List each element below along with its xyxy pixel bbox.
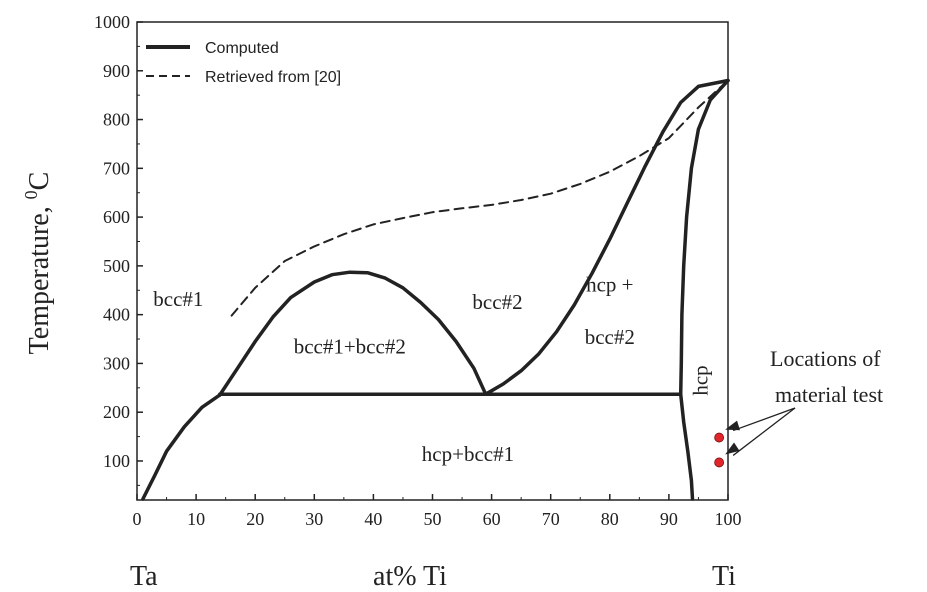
y-tick-label: 500 (103, 256, 130, 276)
x-tick-label: 70 (542, 509, 560, 529)
computed-curve (141, 393, 222, 501)
computed-curve (217, 270, 488, 397)
x-tick-label: 100 (715, 509, 742, 529)
x-tick-label: 20 (246, 509, 264, 529)
x-tick-label: 50 (424, 509, 442, 529)
x-tick-label: 0 (133, 509, 142, 529)
annotation-arrow-head (725, 420, 740, 431)
computed-curve (483, 78, 730, 396)
test-point-marker (714, 432, 725, 443)
legend-computed-label: Computed (205, 40, 279, 57)
legend: Computed Retrieved from [20] (146, 40, 341, 86)
phase-label: hcp+bcc#1 (422, 442, 514, 466)
y-tick-label: 100 (103, 451, 130, 471)
x-tick-label: 60 (483, 509, 501, 529)
retrieved-curve (230, 79, 729, 317)
computed-curve (678, 78, 730, 396)
y-tick-label: 700 (103, 158, 130, 178)
phase-label: bcc#1+bcc#2 (294, 335, 406, 359)
test-point-marker (714, 457, 725, 468)
test-locations-annotation: Locations of material test (725, 346, 883, 456)
x-axis-ticks: 0 10 20 30 40 50 60 70 80 90 100 (133, 494, 742, 529)
x-tick-label: 30 (305, 509, 323, 529)
phase-label: bcc#2 (585, 325, 635, 349)
left-end-label-ta: Ta (130, 561, 158, 592)
x-tick-label: 90 (660, 509, 678, 529)
y-tick-label: 1000 (94, 12, 130, 32)
legend-retrieved-label: Retrieved from [20] (205, 69, 341, 86)
x-tick-label: 10 (187, 509, 205, 529)
y-tick-label: 200 (103, 402, 130, 422)
plot-area: 0 10 20 30 40 50 60 70 80 90 100 100 200 300 400 500 60… (94, 12, 742, 529)
plot-frame (136, 21, 729, 501)
y-tick-label: 300 (103, 353, 130, 373)
phase-boundary-curves (141, 78, 730, 501)
annotation-arrow-line (732, 407, 796, 432)
annotation-line-1: Locations of (770, 346, 881, 371)
phase-labels: bcc#1 bcc#1+bcc#2 bcc#2 hcp + bcc#2 hcp+bcc#1… (153, 273, 712, 466)
x-tick-label: 80 (601, 509, 619, 529)
right-end-label-ti: Ti (712, 561, 736, 592)
test-points (714, 432, 725, 468)
phase-label: hcp + (586, 273, 633, 297)
annotation-arrows (725, 407, 796, 456)
x-axis-title: at% Ti (373, 561, 447, 592)
annotation-line-2: material test (775, 382, 883, 407)
y-tick-label: 900 (103, 61, 130, 81)
y-axis-ticks: 100 200 300 400 500 600 700 800 900 1000 (94, 12, 143, 486)
y-axis-title: Temperature, 0C (21, 172, 55, 355)
computed-curve (678, 392, 695, 501)
phase-label: hcp (688, 365, 712, 395)
y-tick-label: 400 (103, 305, 130, 325)
y-tick-label: 600 (103, 207, 130, 227)
y-tick-label: 800 (103, 110, 130, 130)
phase-label: bcc#2 (472, 290, 522, 314)
annotation-arrow-line (732, 407, 796, 456)
phase-label: bcc#1 (153, 287, 203, 311)
x-tick-label: 40 (364, 509, 382, 529)
annotation-arrow-head (725, 442, 740, 455)
